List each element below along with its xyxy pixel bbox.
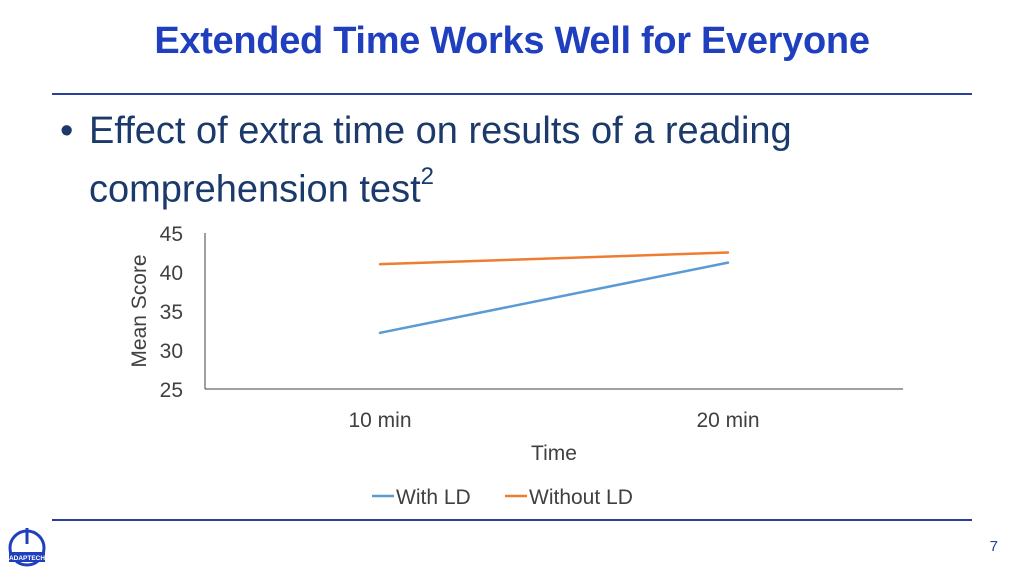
y-tick-label: 45 (160, 223, 183, 246)
page-number: 7 (989, 538, 998, 555)
y-tick-label: 30 (160, 340, 183, 363)
title-divider (52, 93, 972, 95)
bullet-point: • Effect of extra time on results of a r… (60, 106, 940, 215)
legend-label: Without LD (529, 486, 633, 509)
x-tick-label: 20 min (696, 409, 759, 432)
bullet-footnote-ref: 2 (420, 163, 434, 190)
bullet-text: Effect of extra time on results of a rea… (89, 110, 792, 211)
slide-title: Extended Time Works Well for Everyone (154, 20, 870, 62)
legend-label: With LD (396, 486, 471, 509)
series-line (378, 261, 730, 335)
x-tick-label: 10 min (348, 409, 411, 432)
bullet-text-wrap: Effect of extra time on results of a rea… (89, 106, 940, 215)
footer-divider (52, 519, 972, 521)
y-tick-label: 25 (160, 379, 183, 402)
y-tick-label: 35 (160, 301, 183, 324)
series-line (378, 251, 730, 266)
y-tick-label: 40 (160, 262, 183, 285)
adaptech-logo: ADAPTECH (8, 528, 46, 567)
bullet-dot: • (60, 110, 74, 152)
x-axis-label: Time (531, 442, 577, 465)
logo-text: ADAPTECH (9, 555, 45, 562)
y-axis-label: Mean Score (128, 254, 151, 367)
